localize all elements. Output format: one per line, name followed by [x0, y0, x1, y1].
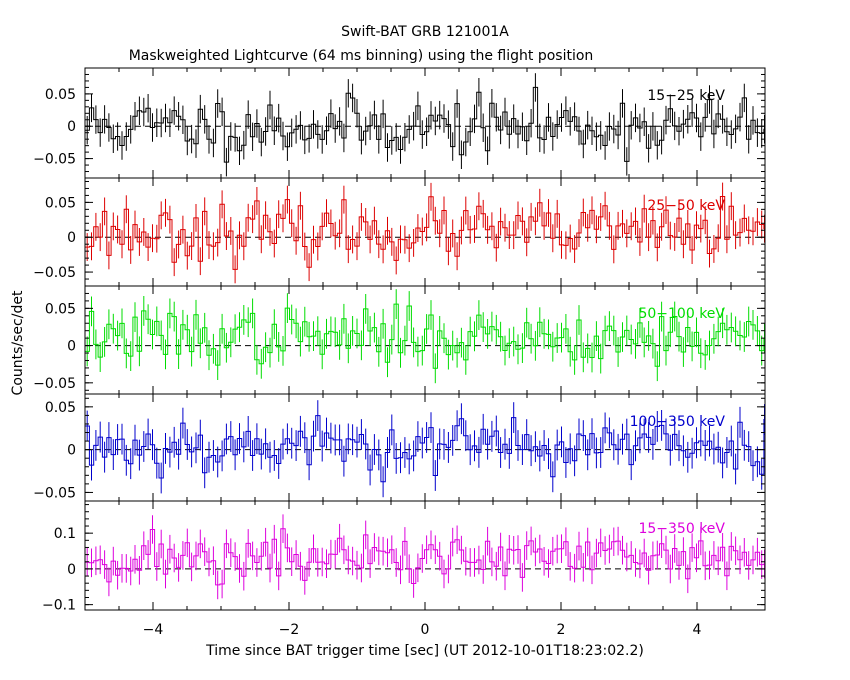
lightcurve-series: [85, 415, 765, 483]
lightcurve-series: [85, 86, 765, 163]
y-tick-label: 0.05: [45, 195, 76, 211]
y-tick-label: −0.1: [42, 598, 76, 614]
chart-subtitle: Maskweighted Lightcurve (64 ms binning) …: [129, 48, 594, 64]
y-tick-label: 0: [67, 443, 76, 459]
panel-4: 0.1 0 −0.1 15−350 keV: [42, 500, 766, 614]
band-label: 15−350 keV: [638, 521, 725, 537]
x-tick-label: −2: [279, 622, 300, 638]
y-tick-label: 0: [67, 339, 76, 355]
band-label: 25−50 keV: [647, 198, 725, 214]
panel-1: 0.05 0 −0.05 25−50 keV: [33, 177, 766, 287]
panel-0: 0.05 0 −0.05 15−25 keV: [33, 67, 766, 179]
panel-2: 0.05 0 −0.05 50−100 keV: [33, 285, 766, 395]
y-tick-label: 0.05: [45, 301, 76, 317]
x-tick-label: 0: [421, 622, 430, 638]
chart-title: Swift-BAT GRB 121001A: [341, 24, 509, 40]
x-tick-label: 4: [693, 622, 702, 638]
band-label: 15−25 keV: [647, 88, 725, 104]
y-tick-label: −0.05: [33, 376, 76, 392]
y-tick-label: 0.05: [45, 87, 76, 103]
x-tick-labels: −4 −2 0 2 4: [143, 622, 702, 638]
lightcurve-series: [85, 196, 765, 270]
lightcurve-series: [85, 303, 765, 369]
y-tick-label: 0: [67, 230, 76, 246]
y-tick-label: 0.05: [45, 400, 76, 416]
y-tick-label: 0: [67, 562, 76, 578]
x-tick-label: −4: [143, 622, 164, 638]
y-axis-label: Counts/sec/det: [10, 290, 26, 395]
error-bars: [86, 289, 765, 384]
panel-3: 0.05 0 −0.05 100−350 keV: [33, 393, 766, 502]
y-tick-label: 0: [67, 119, 76, 135]
x-axis-label: Time since BAT trigger time [sec] (UT 20…: [205, 643, 644, 659]
band-label: 50−100 keV: [638, 306, 725, 322]
y-tick-label: 0.1: [54, 526, 76, 542]
x-tick-label: 2: [557, 622, 566, 638]
y-tick-label: −0.05: [33, 485, 76, 501]
y-tick-label: −0.05: [33, 265, 76, 281]
lightcurve-series: [85, 528, 765, 586]
y-tick-label: −0.05: [33, 152, 76, 168]
panel-frame: [84, 67, 766, 179]
band-label: 100−350 keV: [630, 414, 726, 430]
